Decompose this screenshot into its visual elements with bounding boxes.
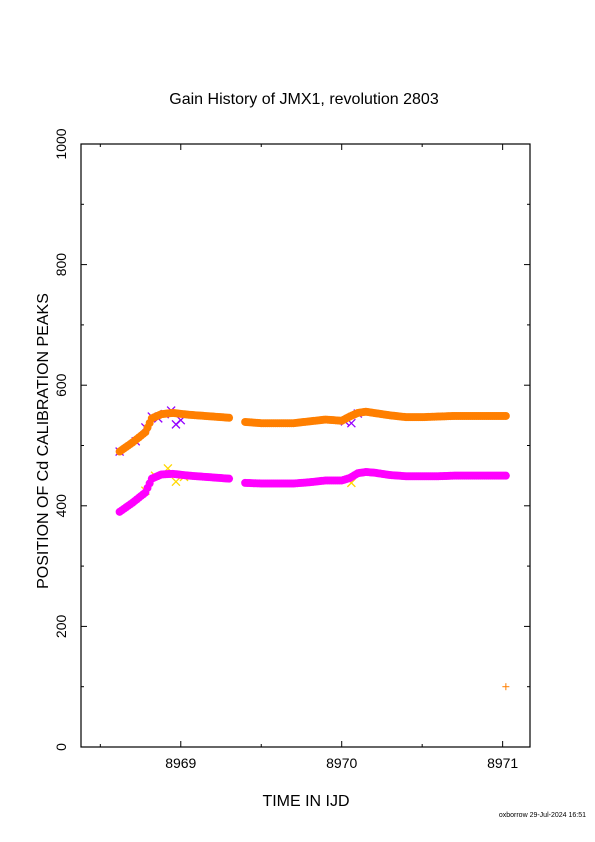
y-axis-label: POSITION OF Cd CALIBRATION PEAKS xyxy=(35,293,52,589)
series-3-point xyxy=(139,490,148,499)
x-tick-label: 8969 xyxy=(165,755,196,771)
series-4-point xyxy=(502,683,510,691)
series-1-point xyxy=(171,477,181,487)
footer-stamp: oxborrow 29-Jul-2024 16:51 xyxy=(499,812,586,819)
x-tick-label: 8971 xyxy=(487,755,518,771)
y-tick-label: 800 xyxy=(53,253,69,277)
plot-frame xyxy=(80,143,531,748)
chart-title: Gain History of JMX1, revolution 2803 xyxy=(169,91,439,108)
series-2-point xyxy=(499,411,508,420)
series-3-point xyxy=(145,479,154,488)
x-tick-label: 8970 xyxy=(326,755,357,771)
y-tick-label: 600 xyxy=(53,373,69,397)
y-tick-label: 1000 xyxy=(53,128,69,159)
series-2-point xyxy=(139,429,148,438)
axis-ticks xyxy=(81,143,530,748)
y-tick-label: 0 xyxy=(53,743,69,751)
y-tick-label: 400 xyxy=(53,494,69,518)
series-3-point xyxy=(499,471,508,480)
series-2-point xyxy=(223,413,232,422)
y-tick-labels: 0 200 400 600 800 1000 xyxy=(53,128,69,751)
y-tick-label: 200 xyxy=(53,615,69,639)
series-3-point xyxy=(223,474,232,483)
data-points xyxy=(115,406,510,691)
x-axis-label: TIME IN IJD xyxy=(262,793,349,810)
x-tick-labels: 8969 8970 8971 xyxy=(165,755,518,771)
series-2-point xyxy=(145,418,154,427)
